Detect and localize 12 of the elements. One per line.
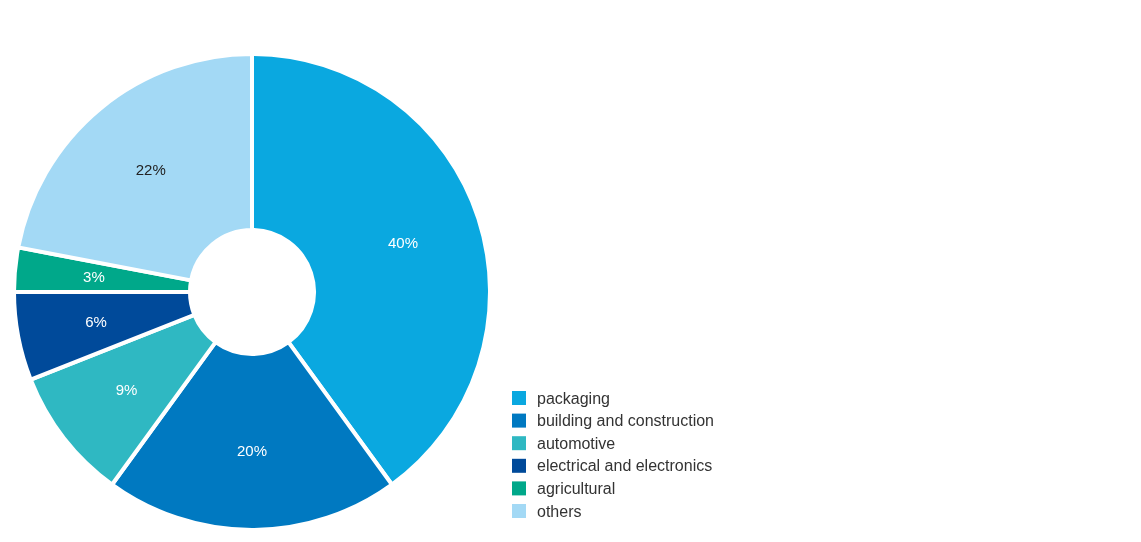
data-label: 22% xyxy=(135,160,166,178)
legend-label: automotive xyxy=(537,434,616,452)
data-label: 3% xyxy=(83,268,105,286)
data-label: 40% xyxy=(388,234,419,252)
data-label: 20% xyxy=(236,442,268,460)
data-label: 9% xyxy=(115,380,138,398)
legend-label: others xyxy=(537,502,582,520)
legend-label: building and construction xyxy=(537,412,715,430)
legend-label: electrical and electronics xyxy=(537,457,713,475)
data-label: 6% xyxy=(85,313,107,331)
legend-label: agricultural xyxy=(537,480,616,497)
legend-label: packaging xyxy=(537,389,610,407)
